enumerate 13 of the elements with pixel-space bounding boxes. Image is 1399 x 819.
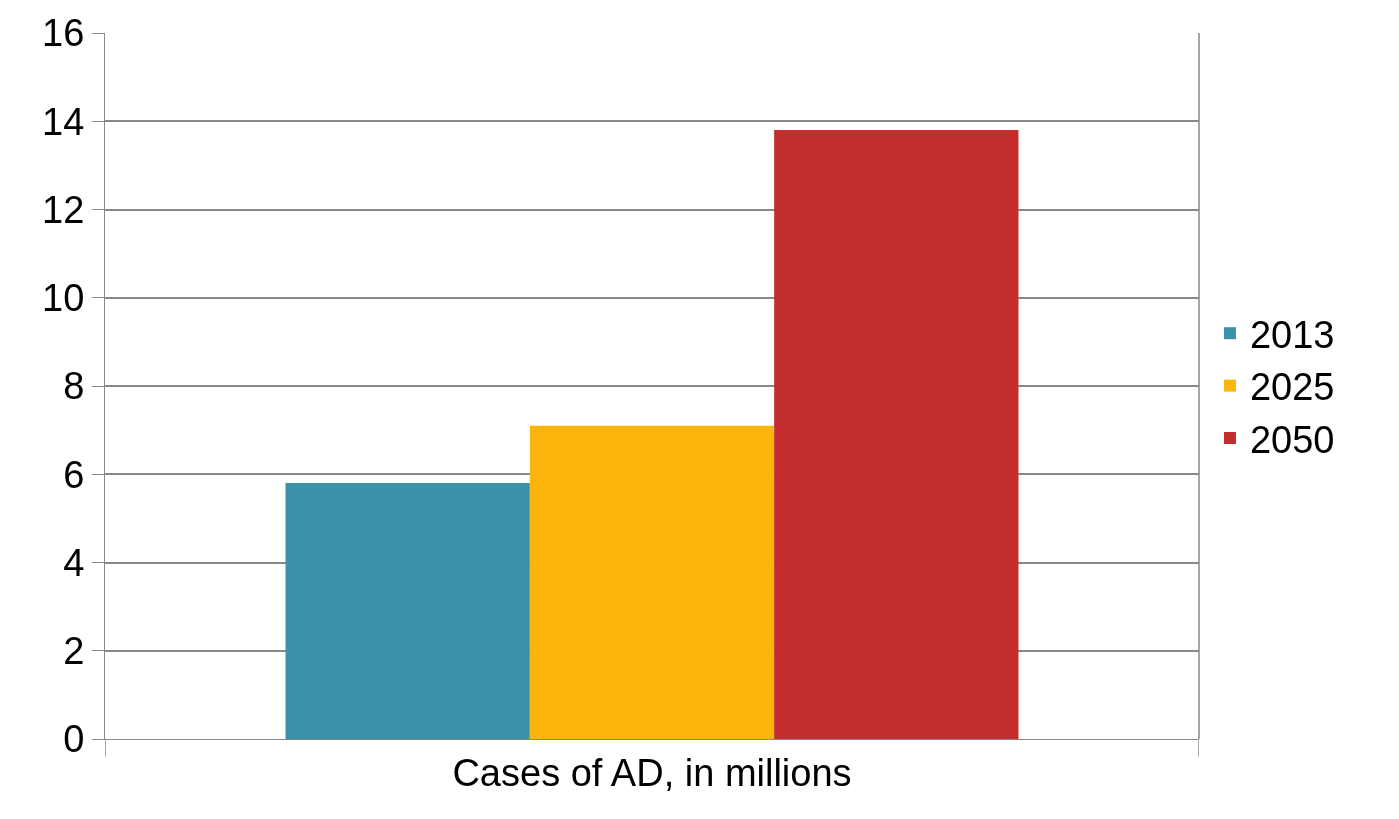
legend-label: 2050	[1249, 418, 1335, 461]
y-tick-label: 2	[63, 630, 85, 673]
y-tick-label: 10	[42, 277, 85, 320]
y-tick-label: 6	[63, 453, 85, 496]
y-tick-label: 14	[42, 100, 85, 143]
legend-label: 2025	[1249, 366, 1335, 409]
y-tick-label: 12	[42, 188, 85, 231]
y-tick-label: 4	[63, 541, 85, 584]
y-tick-label: 16	[42, 12, 85, 55]
legend-label: 2013	[1249, 314, 1335, 357]
y-tick-label: 8	[63, 365, 85, 408]
x-tick-label: Cases of AD, in millions	[452, 751, 852, 794]
y-tick-label: 0	[63, 718, 85, 761]
